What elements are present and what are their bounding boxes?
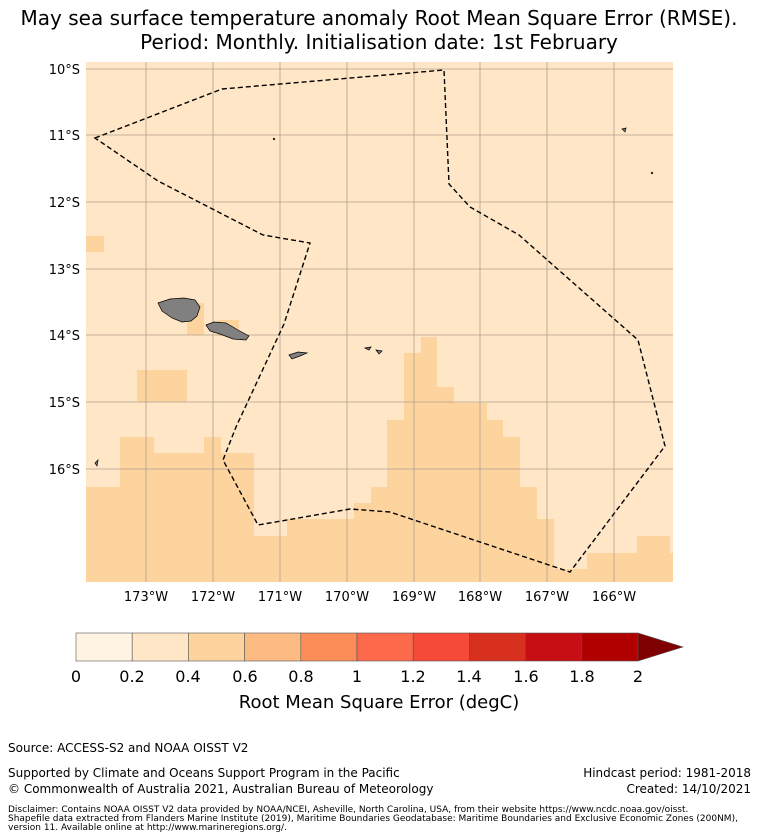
lat-label: 13°S [49,263,80,278]
copyright-text: © Commonwealth of Australia 2021, Austra… [8,782,434,796]
upolu-island [205,321,250,341]
map-panel [86,62,673,582]
tutuila-island [288,351,309,360]
colorbar-cell [581,632,639,662]
lat-label: 15°S [49,396,80,411]
colorbar-cell [356,632,414,662]
gridlines [86,62,673,582]
lon-label: 173°W [124,590,168,605]
map-figure: 10°S 11°S 12°S 13°S 14°S 15°S 16°S 173°W… [49,62,685,686]
created-text: Created: 14/10/2021 [626,782,751,796]
colorbar-tick-labels: 0 0.2 0.4 0.6 0.8 1 1.2 1.4 1.6 1.8 2 [71,667,643,686]
colorbar-cell [75,632,133,662]
rmse-cells-0-4-to-0-6 [86,236,673,582]
colorbar-tick: 1.2 [400,667,425,686]
disclaimer-line: version 11. Available online at http://w… [8,823,287,833]
swains-island [621,127,627,133]
lon-label: 166°W [592,590,636,605]
colorbar-tick: 1.6 [513,667,538,686]
lat-label: 12°S [49,196,80,211]
rmse-cell [86,236,104,252]
colorbar-cell [300,632,358,662]
disclaimer-line: Shapefile data extracted from Flanders M… [8,814,738,824]
lon-label: 167°W [525,590,569,605]
colorbar-label: Root Mean Square Error (degC) [238,692,520,713]
lon-label: 168°W [458,590,502,605]
colorbar-cell [469,632,526,662]
disclaimer: Disclaimer: Contains NOAA OISST V2 data … [8,806,753,833]
latitude-labels: 10°S 11°S 12°S 13°S 14°S 15°S 16°S [49,63,80,478]
colorbar-tick: 0 [71,667,81,686]
colorbar-tick: 1 [352,667,362,686]
land-islands [94,127,654,467]
lat-label: 16°S [49,463,80,478]
rmse-region [86,337,673,582]
colorbar-cells [75,632,639,662]
lon-label: 169°W [392,590,436,605]
tau-island [375,349,383,355]
islet [650,171,654,175]
colorbar-cell [131,632,189,662]
colorbar-extend-arrow [637,632,685,662]
colorbar-tick: 0.8 [288,667,313,686]
ofu-island [363,346,372,351]
colorbar-tick: 1.8 [569,667,594,686]
colorbar-tick: 0.2 [119,667,144,686]
source-text: Source: ACCESS-S2 and NOAA OISST V2 [8,741,249,755]
longitude-labels: 173°W 172°W 171°W 170°W 169°W 168°W 167°… [124,590,636,605]
eez-boundary [93,69,666,573]
chart-title-line-1: May sea surface temperature anomaly Root… [20,6,738,30]
colorbar: 0 0.2 0.4 0.6 0.8 1 1.2 1.4 1.6 1.8 2 [71,632,685,686]
hindcast-text: Hindcast period: 1981-2018 [583,766,751,780]
colorbar-tick: 1.4 [456,667,481,686]
lat-label: 10°S [49,63,80,78]
savaii-island [157,297,201,323]
lon-label: 171°W [258,590,302,605]
colorbar-cell [412,632,470,662]
colorbar-tick: 0.6 [232,667,257,686]
colorbar-tick: 0.4 [175,667,200,686]
lat-label: 14°S [49,329,80,344]
colorbar-cell [244,632,302,662]
supported-text: Supported by Climate and Oceans Support … [8,766,400,780]
islet [94,458,99,467]
colorbar-tick: 2 [633,667,643,686]
lon-label: 172°W [191,590,235,605]
lon-label: 170°W [325,590,369,605]
lat-label: 11°S [49,129,80,144]
rmse-cell [137,370,187,402]
colorbar-cell [525,632,583,662]
islet [272,137,276,141]
chart-title-line-2: Period: Monthly. Initialisation date: 1s… [140,30,618,54]
disclaimer-line: Disclaimer: Contains NOAA OISST V2 data … [8,805,689,815]
colorbar-cell [188,632,245,662]
